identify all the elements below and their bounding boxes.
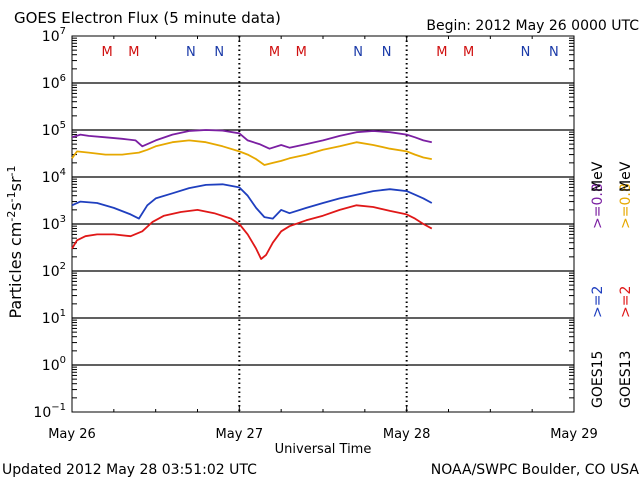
y-tick-label: 101 <box>42 308 66 327</box>
x-axis-label: Universal Time <box>275 442 372 457</box>
y-tick-label: 103 <box>42 214 66 233</box>
marker-m: M <box>436 45 447 60</box>
marker-n: N <box>186 45 196 60</box>
marker-n: N <box>382 45 392 60</box>
series-goes13-0-8-mev <box>71 139 432 166</box>
begin-time: Begin: 2012 May 26 0000 UTC <box>426 18 639 34</box>
y-tick-labels: 107 106 105 104 103 102 101 100 10−1 <box>33 26 66 421</box>
marker-m: M <box>128 45 139 60</box>
marker-m: M <box>269 45 280 60</box>
x-tick-labels: May 26 May 27 May 28 May 29 <box>48 427 598 442</box>
y-tick-label: 105 <box>42 120 66 139</box>
day-dividers <box>71 36 575 412</box>
marker-n: N <box>353 45 363 60</box>
series-layer <box>71 129 433 260</box>
legend-goes15: GOES15 <box>590 351 606 408</box>
legend-unit: MeV <box>618 161 634 192</box>
y-tick-label: 106 <box>42 73 66 92</box>
series-goes15-2-mev <box>71 183 433 220</box>
x-tick-label: May 28 <box>383 427 431 442</box>
legend-goes13-2mev: >=2 <box>618 286 634 318</box>
marker-m: M <box>463 45 474 60</box>
marker-n: N <box>521 45 531 60</box>
y-tick-label: 10−1 <box>33 402 66 421</box>
marker-n: N <box>549 45 559 60</box>
legend-goes15-2mev: >=2 <box>590 286 606 318</box>
x-tick-label: May 29 <box>550 427 598 442</box>
updated-time: Updated 2012 May 28 03:51:02 UTC <box>2 462 257 478</box>
series-goes15-0-8-mev <box>71 129 432 150</box>
y-tick-label: 107 <box>42 26 66 45</box>
y-tick-label: 100 <box>42 355 66 374</box>
legend-goes13-08mev: >=0.8 <box>618 183 634 229</box>
y-tick-label: 104 <box>42 167 66 186</box>
x-tick-label: May 27 <box>216 427 264 442</box>
marker-m: M <box>102 45 113 60</box>
marker-m: M <box>296 45 307 60</box>
y-tick-label: 102 <box>42 261 66 280</box>
marker-n: N <box>214 45 224 60</box>
grid-lines <box>72 37 574 399</box>
legend-goes15-08mev: >=0.8 <box>590 183 606 229</box>
legend-goes13: GOES13 <box>618 351 634 408</box>
chart-title: GOES Electron Flux (5 minute data) <box>14 9 281 27</box>
y-axis-label: Particles cm-2s-1sr-1 <box>5 165 26 318</box>
x-tick-label: May 26 <box>48 427 96 442</box>
source-credit: NOAA/SWPC Boulder, CO USA <box>431 462 640 478</box>
series-goes13-2-mev <box>71 204 433 260</box>
legend-unit: MeV <box>590 161 606 192</box>
